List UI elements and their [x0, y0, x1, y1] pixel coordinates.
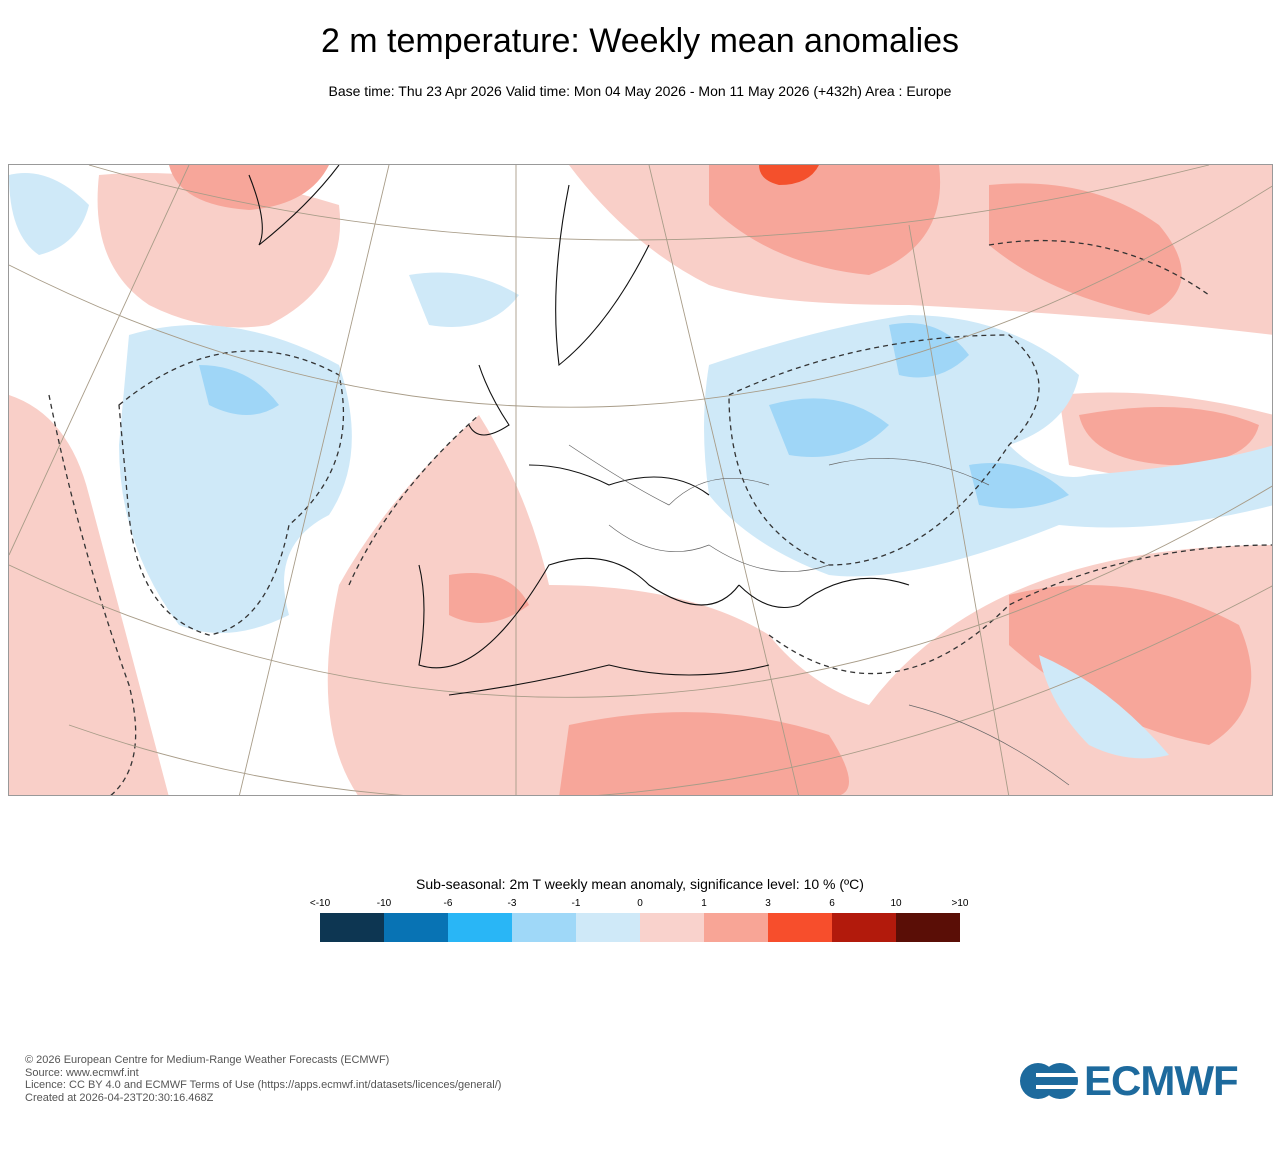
legend-swatch: [640, 913, 704, 942]
warm-mid-regions: [169, 165, 1259, 795]
logo-text: ECMWF: [1084, 1057, 1239, 1104]
legend-label: <-10: [309, 898, 331, 909]
legend-swatch: [576, 913, 640, 942]
legend-label: >10: [951, 898, 969, 909]
footer-credits: © 2026 European Centre for Medium-Range …: [25, 1054, 501, 1104]
anomaly-map: [8, 164, 1273, 796]
legend-swatch: [512, 913, 576, 942]
legend-swatch: [704, 913, 768, 942]
warm-strong-region: [759, 165, 819, 185]
cool-mid-regions: [199, 323, 1069, 509]
warm-anomaly-regions: [9, 165, 1272, 795]
legend-swatch: [320, 913, 384, 942]
legend-labels: <-10 -10 -6 -3 -1 0 1 3 6 10 >10: [310, 898, 969, 910]
legend-label: -3: [507, 898, 517, 909]
map-svg: [9, 165, 1272, 795]
ecmwf-logo-icon: [1020, 1063, 1080, 1099]
chart-subtitle: Base time: Thu 23 Apr 2026 Valid time: M…: [328, 83, 952, 99]
legend-swatch: [832, 913, 896, 942]
chart-title: 2 m temperature: Weekly mean anomalies: [320, 22, 960, 60]
borders: [568, 444, 1070, 786]
legend-colorbar: [320, 913, 960, 942]
legend-label: 1: [701, 898, 707, 909]
licence-text: Licence: CC BY 4.0 and ECMWF Terms of Us…: [25, 1079, 502, 1091]
source-text: Source: www.ecmwf.int: [25, 1066, 139, 1079]
legend-swatch: [384, 913, 448, 942]
legend-title: Sub-seasonal: 2m T weekly mean anomaly, …: [416, 876, 864, 892]
legend-label: -1: [571, 898, 581, 909]
legend-label: 0: [637, 898, 643, 909]
legend-swatch: [896, 913, 960, 942]
ecmwf-logo: ECMWF: [1018, 1057, 1258, 1104]
legend-label: 10: [890, 898, 902, 909]
created-text: Created at 2026-04-23T20:30:16.468Z: [25, 1091, 214, 1104]
coastlines: [248, 165, 910, 696]
legend-label: -6: [443, 898, 453, 909]
copyright-text: © 2026 European Centre for Medium-Range …: [25, 1054, 390, 1066]
legend-label: 3: [765, 898, 771, 909]
legend-swatch: [768, 913, 832, 942]
cool-anomaly-regions: [9, 173, 1272, 759]
significance-contours: [48, 239, 1272, 795]
graticule: [9, 165, 1272, 795]
legend-swatch: [448, 913, 512, 942]
legend-label: -10: [376, 898, 392, 909]
legend-label: 6: [829, 898, 835, 909]
